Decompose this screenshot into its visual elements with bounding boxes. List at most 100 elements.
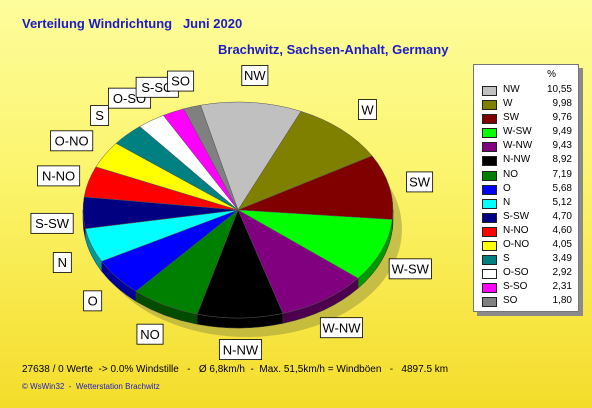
legend-value: 3,49 [552,253,572,265]
legend-swatch [482,297,497,308]
legend-item-nw: NW 10,55 [474,83,578,97]
svg-text:NO: NO [140,327,160,342]
legend-value: 9,43 [552,140,572,152]
legend-item-w-nw: W-NW 9,43 [474,139,578,153]
legend-value: 5,12 [552,196,572,208]
pie-slice-w [237,111,373,211]
svg-text:S: S [95,108,104,123]
pie-slice-w-sw [237,209,393,279]
legend-value: 8,92 [552,154,572,166]
legend-value: 9,98 [552,98,572,110]
svg-text:O: O [88,294,98,309]
copyright-text: © WsWin32 - Wetterstation Brachwitz [22,382,160,391]
pie-label-o-no: O-NO [50,130,94,152]
legend-swatch [482,226,497,237]
legend-swatch [482,255,497,266]
legend-item-so: SO 1,80 [474,294,578,308]
pie-label-n-no: N-NO [37,165,81,187]
stats-footer: 27638 / 0 Werte -> 0.0% Windstille - Ø 6… [22,364,449,375]
legend-swatch [482,170,497,181]
pie-label-no: NO [136,323,164,345]
svg-text:W-NW: W-NW [322,320,361,335]
pie-slice-sw [237,155,394,220]
legend-label: N-NW [503,154,531,166]
legend-swatch [482,86,497,96]
legend-label: W-NW [503,140,533,152]
pie-label-n: N [52,252,72,273]
svg-text:W-SW: W-SW [392,262,430,277]
legend-item-sw: SW 9,76 [474,111,578,125]
legend-swatch [482,100,497,111]
legend-rows: NW 10,55 W 9,98 SW 9,76 W-SW 9,49 W-NW 9,43 N-NW 8,… [474,83,578,309]
pie-label-w-nw: W-NW [319,317,363,339]
legend-value: 4,70 [552,210,572,222]
legend-item-s: S 3,49 [474,252,578,266]
legend-label: W-SW [503,126,532,138]
legend-label: W [503,98,513,110]
legend-label: O [503,182,511,194]
legend-label: N [503,196,511,208]
legend-swatch [482,269,497,280]
legend-item-n-no: N-NO 4,60 [474,224,578,238]
svg-text:N: N [58,255,67,270]
pie-label-o: O [83,290,103,312]
chart-subtitle: Brachwitz, Sachsen-Anhalt, Germany [218,42,449,57]
legend-swatch [482,198,497,209]
legend-item-s-sw: S-SW 4,70 [474,210,578,224]
pie-slice-nw [200,101,302,211]
legend-label: NO [503,168,518,180]
chart-title: Verteilung Windrichtung Juni 2020 [22,16,243,31]
legend-item-w: W 9,98 [474,97,578,111]
legend-label: S [503,253,510,265]
pie-slice-so [183,104,239,211]
legend-label: S-SW [503,210,530,222]
legend-value: 7,19 [552,168,572,180]
legend-label: S-SO [503,281,528,293]
legend-swatch [482,128,497,139]
legend-item-n: N 5,12 [474,196,578,210]
svg-text:N-NO: N-NO [42,169,75,184]
legend-swatch [482,283,497,294]
legend-value: 2,92 [552,267,572,279]
legend-item-o-no: O-NO 4,05 [474,238,578,252]
svg-text:S-SO: S-SO [141,80,173,95]
pie-label-w-sw: W-SW [388,258,432,280]
pie-label-s: S [90,105,110,126]
pie-label-so: SO [167,70,195,92]
svg-text:W: W [361,102,374,117]
legend-swatch [482,212,497,223]
legend-value: 10,55 [546,84,572,95]
legend-swatch [482,114,497,125]
legend-value: 2,31 [552,281,572,293]
pie-label-sw: SW [406,171,434,193]
pie-label-w: W [358,99,377,120]
svg-text:SW: SW [409,175,431,190]
legend: % NW 10,55 W 9,98 SW 9,76 W-SW 9,49 W-NW 9,43 N-NW… [473,64,579,312]
svg-text:SO: SO [171,74,190,89]
legend-item-no: NO 7,19 [474,168,578,182]
svg-text:NW: NW [244,68,266,83]
legend-label: SO [503,295,518,307]
legend-label: SW [503,112,520,124]
legend-label: NW [503,84,520,95]
pie-label-s-sw: S-SW [30,212,74,234]
legend-swatch [482,156,497,167]
legend-swatch [482,142,497,153]
legend-unit-header: % [547,69,556,80]
pie-slice-w-nw [237,209,359,314]
legend-item-s-so: S-SO 2,31 [474,280,578,294]
legend-label: O-NO [503,239,530,251]
legend-value: 4,05 [552,239,572,251]
svg-text:O-NO: O-NO [55,133,89,148]
legend-item-n-nw: N-NW 8,92 [474,153,578,167]
legend-label: N-NO [503,224,529,236]
legend-value: 5,68 [552,182,572,194]
legend-value: 1,80 [552,295,572,307]
legend-item-w-sw: W-SW 9,49 [474,125,578,139]
svg-text:S-SW: S-SW [35,216,70,231]
legend-item-o-so: O-SO 2,92 [474,266,578,280]
pie-label-n-nw: N-NW [218,339,263,360]
legend-swatch [482,184,497,195]
legend-value: 9,49 [552,126,572,138]
